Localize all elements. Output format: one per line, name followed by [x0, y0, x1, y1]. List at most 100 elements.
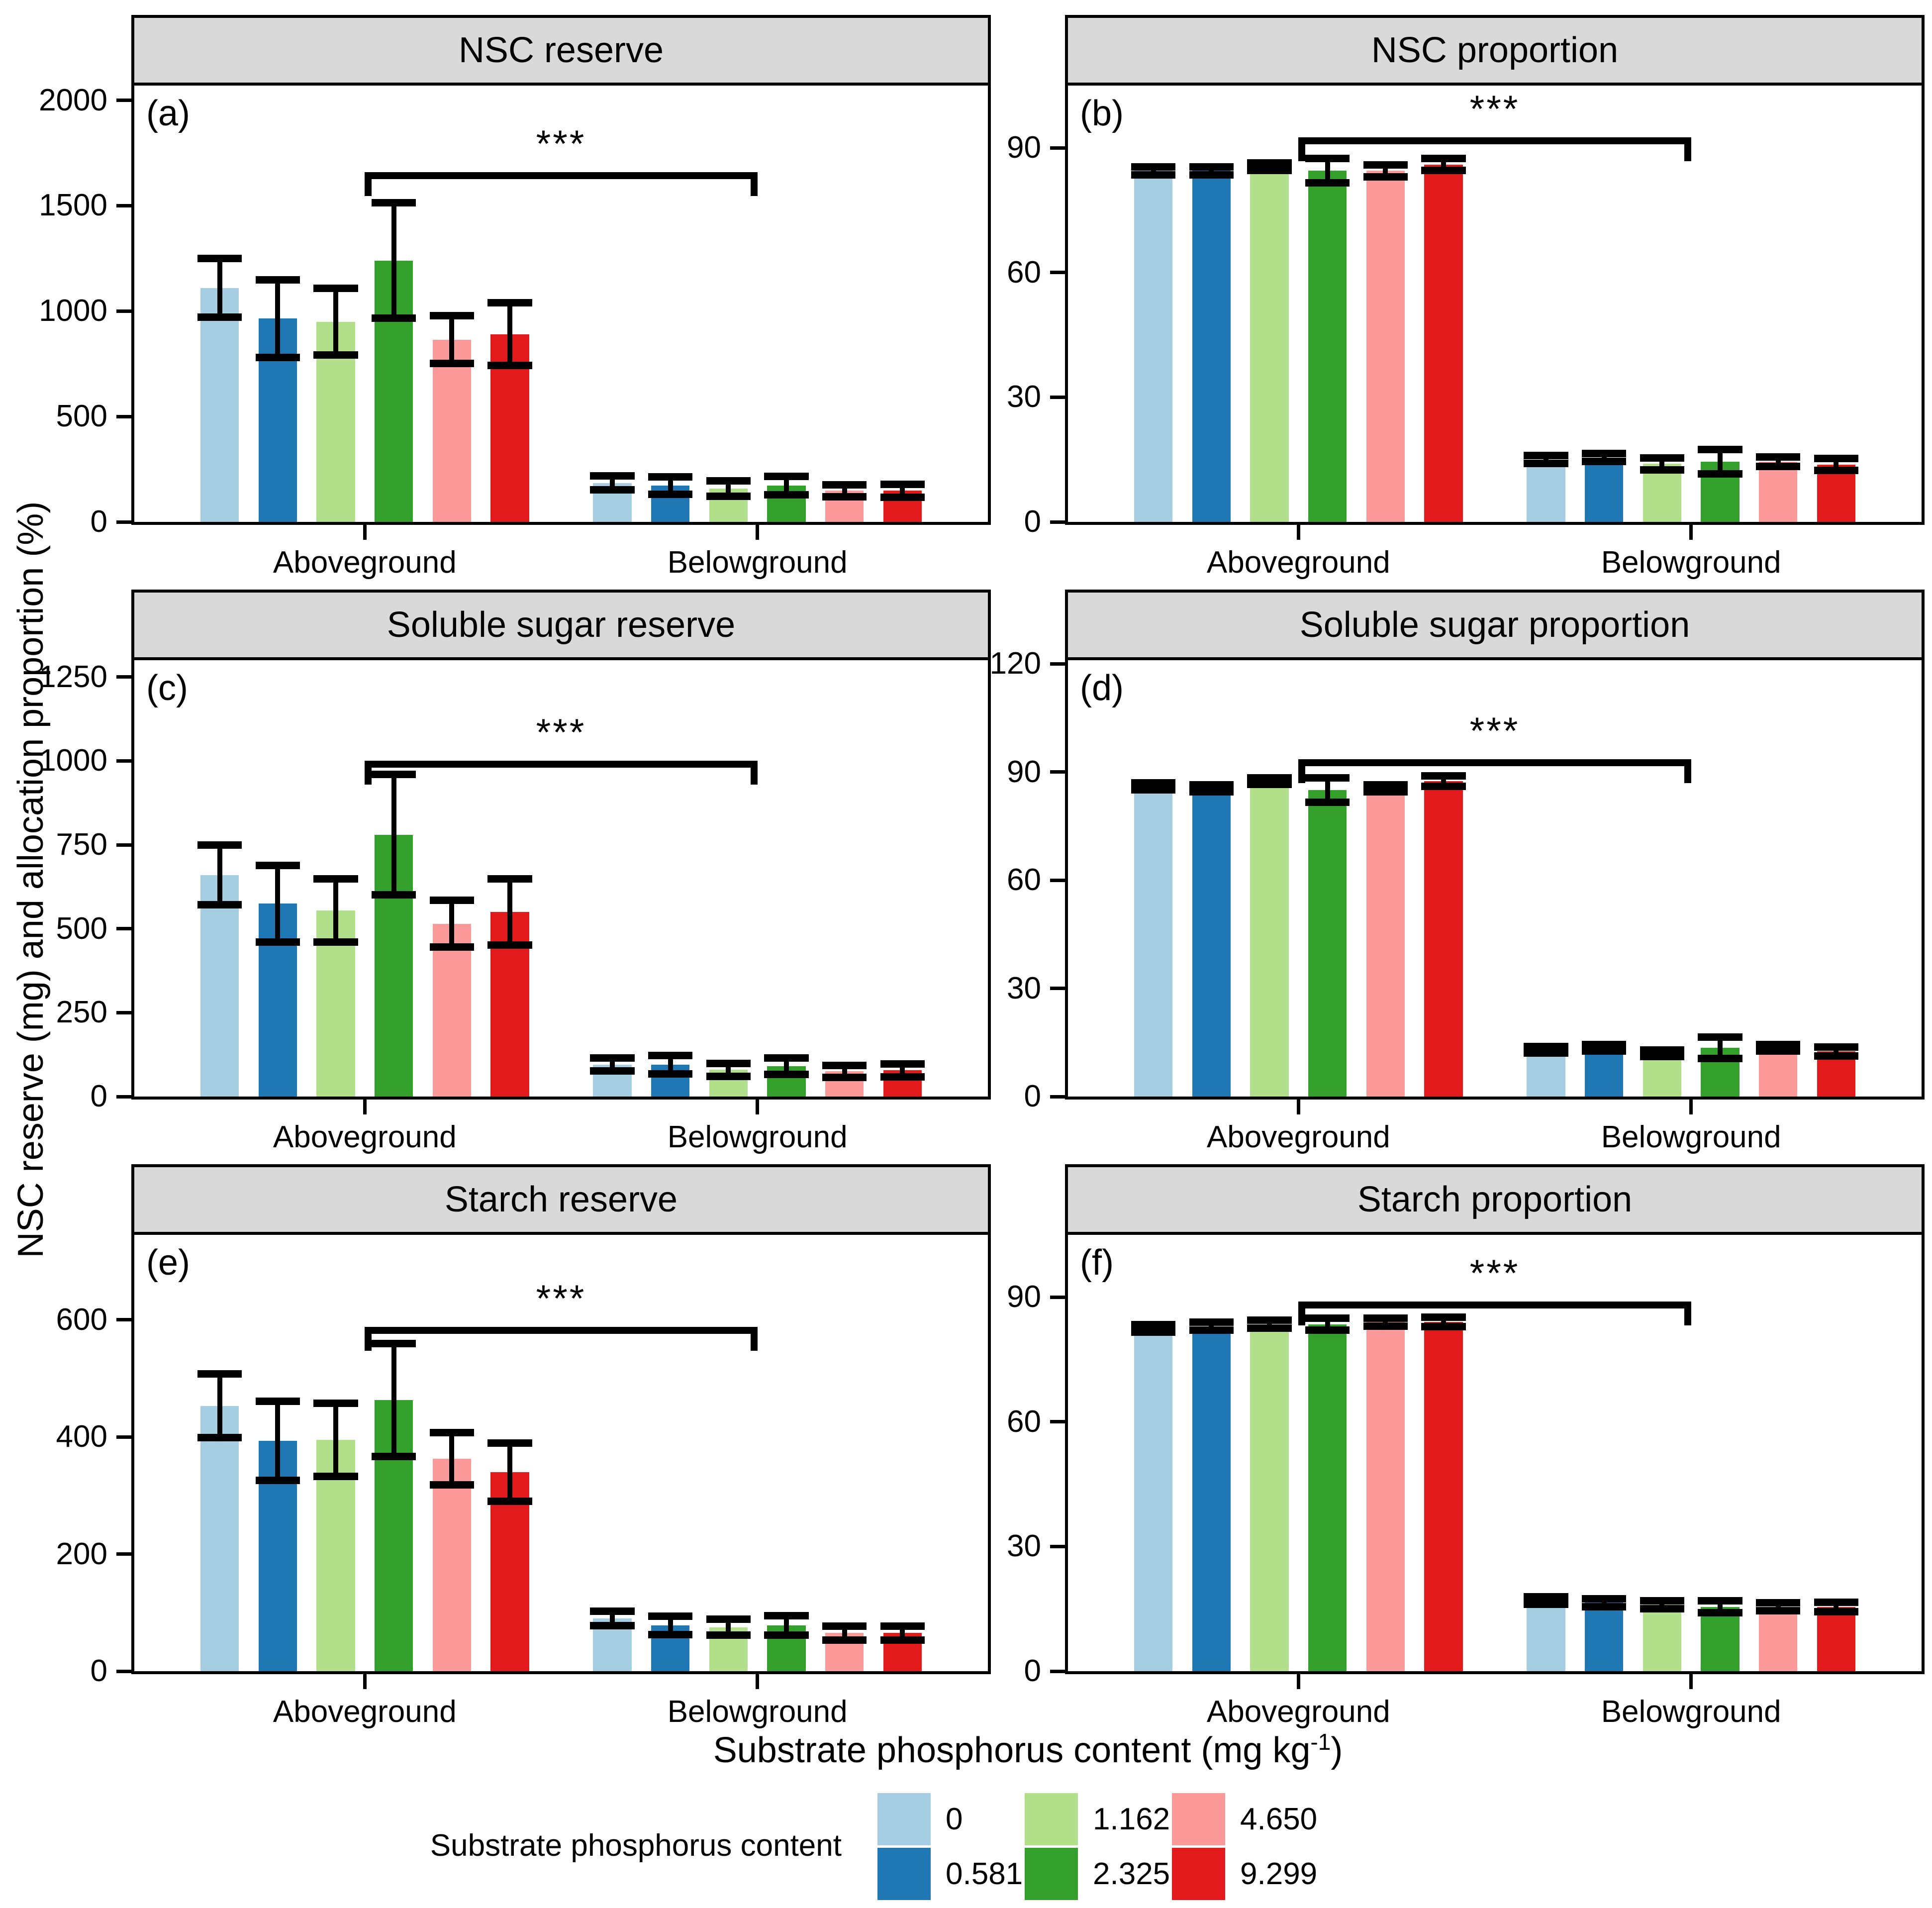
- significance-label: ***: [1469, 1252, 1520, 1295]
- error-bar-cap-upper: [648, 1052, 693, 1060]
- y-tick-mark: [1050, 878, 1065, 882]
- x-tick-mark: [756, 1100, 760, 1114]
- x-tick-mark: [363, 1674, 367, 1689]
- error-bar-cap-lower: [1421, 167, 1466, 175]
- error-bar-cap-upper: [1421, 772, 1466, 780]
- error-bar-cap-lower: [429, 943, 474, 951]
- panel-strip-title-d: Soluble sugar proportion: [1299, 605, 1690, 645]
- significance-bracket: [1298, 759, 1691, 767]
- error-bar-line: [1383, 1318, 1388, 1326]
- bar-b-belowground-p0.581: [1585, 457, 1624, 522]
- error-bar-cap-lower: [822, 1636, 867, 1644]
- error-bar-cap-upper: [1189, 781, 1234, 789]
- error-bar-cap-lower: [590, 1067, 635, 1075]
- error-bar-cap-lower: [255, 1477, 300, 1485]
- significance-bracket-drop-left: [1298, 137, 1306, 162]
- error-bar-line: [842, 1065, 847, 1078]
- error-bar-cap-upper: [197, 255, 242, 263]
- error-bar-line: [217, 258, 222, 318]
- bar-f-aboveground-p4.650: [1366, 1322, 1405, 1671]
- y-tick-mark: [1050, 146, 1065, 150]
- x-axis-title-main: Substrate phosphorus content (mg kg: [713, 1730, 1311, 1770]
- error-bar-cap-lower: [1814, 1052, 1858, 1060]
- error-bar-cap-lower: [706, 493, 751, 501]
- bar-b-aboveground-p2.325: [1308, 171, 1347, 522]
- error-bar-cap-lower: [1363, 788, 1408, 796]
- error-bar-cap-lower: [648, 1070, 693, 1078]
- panel-strip-title-e: Starch reserve: [444, 1180, 678, 1219]
- y-tick-label: 60: [1007, 255, 1041, 290]
- error-bar-cap-upper: [1131, 1320, 1176, 1328]
- error-bar-line: [391, 1343, 396, 1457]
- y-tick-mark: [1050, 770, 1065, 774]
- error-bar-cap-lower: [1189, 171, 1234, 179]
- significance-bracket: [365, 761, 758, 768]
- error-bar-cap-upper: [255, 1398, 300, 1406]
- x-tick-label-aboveground: Aboveground: [273, 1695, 457, 1729]
- error-bar-cap-lower: [313, 1473, 358, 1481]
- significance-bracket-drop-left: [365, 172, 372, 196]
- y-tick-label: 30: [1007, 971, 1041, 1005]
- error-bar-cap-upper: [1363, 161, 1408, 169]
- error-bar-line: [1543, 1596, 1548, 1605]
- significance-bracket: [365, 1326, 758, 1334]
- y-tick-mark: [116, 843, 131, 847]
- y-tick-label: 200: [56, 1536, 107, 1571]
- panel-strip-c: Soluble sugar reserve: [131, 590, 991, 660]
- error-bar-line: [333, 878, 338, 942]
- error-bar-cap-lower: [1189, 1326, 1234, 1334]
- error-bar-line: [1325, 1318, 1330, 1331]
- x-tick-label-aboveground: Aboveground: [273, 545, 457, 580]
- panel-strip-b: NSC proportion: [1065, 15, 1925, 86]
- bar-b-aboveground-p9.299: [1424, 164, 1463, 522]
- error-bar-line: [842, 484, 847, 497]
- error-bar-cap-lower: [255, 353, 300, 361]
- error-bar-line: [900, 1626, 905, 1640]
- error-bar-cap-upper: [1524, 1593, 1568, 1601]
- bar-d-belowground-p1.162: [1642, 1053, 1681, 1097]
- error-bar-line: [1834, 1602, 1839, 1612]
- error-bar-line: [507, 878, 513, 946]
- significance-bracket-drop-left: [1298, 759, 1306, 784]
- error-bar-line: [333, 288, 338, 356]
- error-bar-cap-lower: [1582, 1047, 1627, 1055]
- error-bar-cap-lower: [1640, 1605, 1684, 1612]
- panel-strip-title-c: Soluble sugar reserve: [386, 605, 736, 645]
- error-bar-cap-lower: [706, 1631, 751, 1639]
- error-bar-line: [1775, 456, 1781, 467]
- legend-entry-label: 0.581: [946, 1857, 1023, 1891]
- error-bar-cap-upper: [313, 1399, 358, 1407]
- error-bar-cap-lower: [197, 313, 242, 321]
- error-bar-cap-upper: [1363, 1314, 1408, 1322]
- significance-bracket-drop-left: [365, 761, 372, 785]
- error-bar-cap-lower: [372, 891, 416, 899]
- error-bar-cap-upper: [372, 1339, 416, 1347]
- panel-strip-f: Starch proportion: [1065, 1164, 1925, 1235]
- y-tick-mark: [116, 520, 131, 524]
- y-tick-label: 30: [1007, 380, 1041, 414]
- error-bar-line: [900, 1063, 905, 1077]
- significance-bracket: [1298, 137, 1691, 145]
- bar-d-aboveground-p0: [1134, 786, 1173, 1097]
- error-bar-cap-lower: [880, 1636, 925, 1644]
- significance-label: ***: [536, 711, 586, 754]
- error-bar-cap-lower: [880, 493, 925, 501]
- error-bar-line: [1601, 453, 1607, 462]
- error-bar-line: [1441, 775, 1447, 787]
- legend-entry-label: 1.162: [1093, 1802, 1170, 1836]
- error-bar-line: [1209, 166, 1214, 175]
- error-bar-cap-upper: [706, 477, 751, 485]
- error-bar-line: [1325, 777, 1330, 803]
- y-tick-label: 120: [989, 646, 1041, 681]
- error-bar-line: [1266, 162, 1272, 171]
- error-bar-cap-lower: [822, 493, 867, 501]
- error-bar-cap-lower: [487, 941, 532, 949]
- error-bar-cap-upper: [1640, 454, 1684, 462]
- bar-b-aboveground-p1.162: [1250, 166, 1289, 522]
- error-bar-cap-lower: [1756, 1047, 1801, 1055]
- y-tick-mark: [116, 1095, 131, 1099]
- y-tick-label: 90: [1007, 754, 1041, 789]
- bar-f-belowground-p1.162: [1642, 1605, 1681, 1671]
- y-tick-mark: [116, 309, 131, 313]
- error-bar-cap-lower: [880, 1073, 925, 1081]
